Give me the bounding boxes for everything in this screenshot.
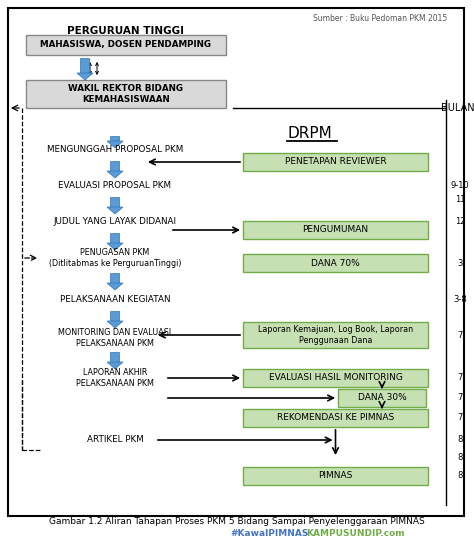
Text: Laporan Kemajuan, Log Book, Laporan
Penggunaan Dana: Laporan Kemajuan, Log Book, Laporan Peng… [258,325,413,345]
Text: JUDUL YANG LAYAK DIDANAI: JUDUL YANG LAYAK DIDANAI [54,218,176,226]
Text: 7: 7 [457,393,463,403]
Polygon shape [110,273,119,283]
Text: REKOMENDASI KE PIMNAS: REKOMENDASI KE PIMNAS [277,413,394,423]
Text: 8: 8 [457,454,463,462]
Polygon shape [107,141,123,148]
Bar [243,322,428,348]
Text: Gambar 1.2 Aliran Tahapan Proses PKM 5 Bidang Sampai Penyelenggaraan PIMNAS: Gambar 1.2 Aliran Tahapan Proses PKM 5 B… [49,517,425,527]
Bar [243,221,428,239]
Text: PERGURUAN TINGGI: PERGURUAN TINGGI [67,26,184,36]
Polygon shape [110,311,119,321]
Text: WAKIL REKTOR BIDANG
KEMAHASISWAAN: WAKIL REKTOR BIDANG KEMAHASISWAAN [69,84,183,104]
Text: 7: 7 [457,413,463,423]
Polygon shape [107,321,123,328]
Bar [243,153,428,171]
Text: MONITORING DAN EVALUASI
PELAKSANAAN PKM: MONITORING DAN EVALUASI PELAKSANAAN PKM [58,328,172,348]
Text: 7: 7 [457,374,463,382]
Text: ARTIKEL PKM: ARTIKEL PKM [87,436,143,444]
Bar [338,389,426,407]
Bar [26,80,226,108]
Text: #KawalPIMNAS: #KawalPIMNAS [231,529,309,539]
Polygon shape [110,136,119,141]
Polygon shape [107,171,123,178]
Text: PENGUMUMAN: PENGUMUMAN [302,226,369,234]
Text: EVALUASI HASIL MONITORING: EVALUASI HASIL MONITORING [269,374,402,382]
Text: 8: 8 [457,436,463,444]
Text: 9-10: 9-10 [451,182,469,190]
Polygon shape [107,362,123,369]
Text: PIMNAS: PIMNAS [319,472,353,480]
Bar [243,467,428,485]
Text: EVALUASI PROPOSAL PKM: EVALUASI PROPOSAL PKM [58,182,172,190]
Text: DANA 70%: DANA 70% [311,258,360,268]
Polygon shape [110,233,119,243]
Text: 7: 7 [457,331,463,339]
Text: 3: 3 [457,258,463,268]
Text: DANA 30%: DANA 30% [357,393,406,403]
Text: LAPORAN AKHIR
PELAKSANAAN PKM: LAPORAN AKHIR PELAKSANAAN PKM [76,368,154,388]
Text: 8: 8 [457,472,463,480]
Text: 3-8: 3-8 [453,295,467,305]
Text: DRPM: DRPM [288,126,332,140]
Text: PELAKSANAAN KEGIATAN: PELAKSANAAN KEGIATAN [60,295,170,305]
Text: Sumber : Buku Pedoman PKM 2015: Sumber : Buku Pedoman PKM 2015 [313,14,447,23]
Bar [243,254,428,272]
Polygon shape [81,58,90,73]
Bar [243,369,428,387]
Polygon shape [107,283,123,290]
Text: PENETAPAN REVIEWER: PENETAPAN REVIEWER [285,158,386,166]
Polygon shape [77,73,93,80]
Text: 12: 12 [455,218,465,226]
Polygon shape [107,207,123,214]
Polygon shape [107,243,123,250]
Bar [243,409,428,427]
Text: BULAN: BULAN [441,103,474,113]
Text: PENUGASAN PKM
(Ditlitabmas ke PerguruanTinggi): PENUGASAN PKM (Ditlitabmas ke PerguruanT… [49,248,181,268]
Text: MENGUNGGAH PROPOSAL PKM: MENGUNGGAH PROPOSAL PKM [47,145,183,154]
Polygon shape [110,161,119,171]
Polygon shape [110,197,119,207]
Text: 11: 11 [455,195,465,205]
Polygon shape [110,352,119,362]
Bar [26,35,226,55]
Text: KAMPUSUNDIP.com: KAMPUSUNDIP.com [306,529,404,539]
Text: MAHASISWA, DOSEN PENDAMPING: MAHASISWA, DOSEN PENDAMPING [40,40,211,50]
FancyBboxPatch shape [12,14,239,141]
